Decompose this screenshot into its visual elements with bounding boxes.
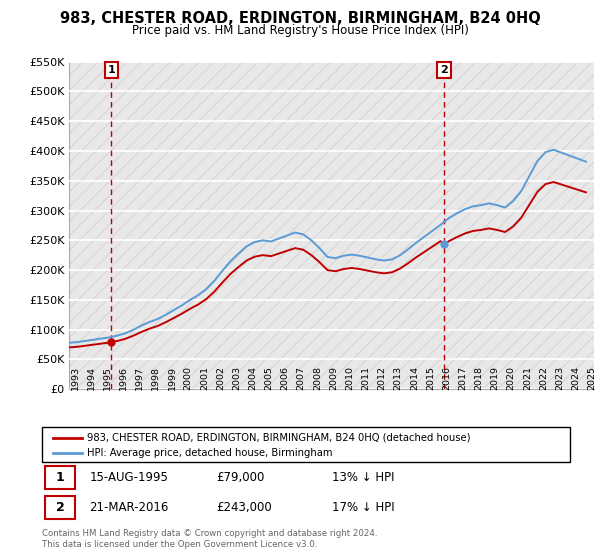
Text: 1: 1 [107,65,115,75]
Text: 1: 1 [56,471,64,484]
Text: 2009: 2009 [329,366,338,390]
Text: 1993: 1993 [71,366,80,390]
Text: 2005: 2005 [265,366,274,390]
Text: 2: 2 [56,501,64,514]
Text: 1997: 1997 [135,366,144,390]
Text: 2022: 2022 [539,366,548,390]
Text: 2012: 2012 [377,366,386,390]
Text: 2011: 2011 [361,366,370,390]
Text: 17% ↓ HPI: 17% ↓ HPI [332,501,395,514]
Text: 2024: 2024 [571,366,580,390]
Text: 1999: 1999 [167,366,176,390]
Text: 2018: 2018 [475,366,484,390]
FancyBboxPatch shape [44,466,75,489]
FancyBboxPatch shape [44,496,75,519]
Text: 2021: 2021 [523,366,532,390]
Text: 1995: 1995 [103,366,112,390]
Text: 1996: 1996 [119,366,128,390]
Text: 983, CHESTER ROAD, ERDINGTON, BIRMINGHAM, B24 0HQ: 983, CHESTER ROAD, ERDINGTON, BIRMINGHAM… [59,11,541,26]
Text: 2008: 2008 [313,366,322,390]
Text: 2017: 2017 [458,366,467,390]
Text: 2002: 2002 [216,366,225,390]
Text: 2: 2 [440,65,448,75]
Text: £243,000: £243,000 [216,501,272,514]
Text: 2019: 2019 [491,366,500,390]
Text: HPI: Average price, detached house, Birmingham: HPI: Average price, detached house, Birm… [87,449,332,458]
Text: 13% ↓ HPI: 13% ↓ HPI [332,471,395,484]
Text: 2004: 2004 [248,366,257,390]
Text: 2006: 2006 [281,366,290,390]
Text: 2007: 2007 [297,366,306,390]
Text: 2015: 2015 [426,366,435,390]
Text: 2013: 2013 [394,366,403,390]
Text: 983, CHESTER ROAD, ERDINGTON, BIRMINGHAM, B24 0HQ (detached house): 983, CHESTER ROAD, ERDINGTON, BIRMINGHAM… [87,433,470,443]
Text: £79,000: £79,000 [216,471,265,484]
Text: 2003: 2003 [232,366,241,390]
Text: 15-AUG-1995: 15-AUG-1995 [89,471,169,484]
Text: Contains HM Land Registry data © Crown copyright and database right 2024.
This d: Contains HM Land Registry data © Crown c… [42,529,377,549]
Text: 2001: 2001 [200,366,209,390]
Text: 2010: 2010 [345,366,354,390]
Text: 2016: 2016 [442,366,451,390]
Text: Price paid vs. HM Land Registry's House Price Index (HPI): Price paid vs. HM Land Registry's House … [131,24,469,36]
Text: 2023: 2023 [555,366,564,390]
Text: 1994: 1994 [87,366,96,390]
Text: 2014: 2014 [410,366,419,390]
Text: 1998: 1998 [151,366,160,390]
Text: 2025: 2025 [587,366,596,390]
Text: 2020: 2020 [507,366,516,390]
Text: 2000: 2000 [184,366,193,390]
Text: 21-MAR-2016: 21-MAR-2016 [89,501,169,514]
